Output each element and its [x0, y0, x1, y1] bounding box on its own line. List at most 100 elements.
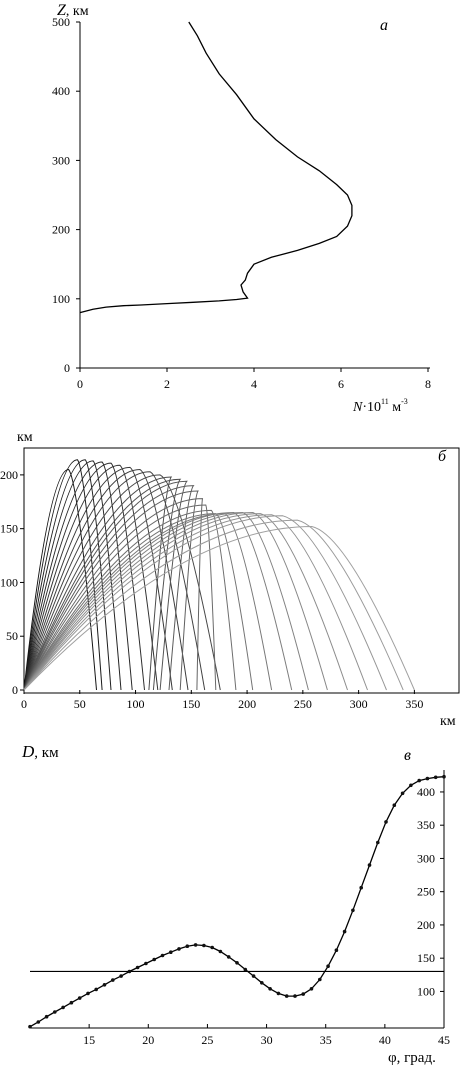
panel-c-point-50 [442, 774, 446, 779]
panel-c-point-32 [293, 994, 297, 998]
panel-c-point-15 [152, 957, 156, 962]
panel-b-ray-27 [23, 519, 404, 691]
panel-b-xtick-label-350: 350 [405, 697, 423, 711]
panel-c-point-36 [326, 964, 330, 968]
panel-b-ray-3 [23, 460, 122, 691]
panel-c-ytick-label-200: 200 [417, 918, 435, 932]
panel-c-ylabel: D, км [21, 742, 59, 761]
panel-b-ray-0 [23, 468, 97, 691]
panel-b-xtick-label-300: 300 [350, 697, 368, 711]
panel-c-point-21 [202, 943, 206, 948]
panel-b-ray-16 [23, 498, 204, 691]
panel-b-ytick-label-50: 50 [6, 629, 18, 643]
panel-a-ytick-label-100: 100 [52, 292, 70, 306]
panel-a-xlabel: N·1011 м-3 [352, 397, 408, 415]
panel-c-xtick-label-15: 15 [83, 1033, 95, 1047]
panel-c-point-26 [243, 967, 248, 972]
panel-c-xtick-label-40: 40 [379, 1033, 391, 1047]
panel-b-ray-15 [23, 490, 199, 691]
panel-b-ytick-label-0: 0 [12, 683, 18, 697]
panel-c-point-10 [111, 978, 115, 982]
panel-a-xtick-label-0: 0 [77, 377, 83, 391]
panel-c-ytick-label-100: 100 [417, 984, 435, 998]
panel-c-point-33 [301, 992, 306, 996]
panel-c-point-44 [392, 803, 397, 807]
panel-c-point-37 [334, 948, 339, 952]
panel-c-point-3 [53, 1010, 57, 1014]
panel-c-point-31 [284, 994, 289, 998]
panel-b-ray-10 [23, 474, 221, 691]
panel-b-ray-28 [23, 525, 415, 691]
panel-c-point-2 [44, 1014, 49, 1019]
panel-b-xtick-label-100: 100 [127, 697, 145, 711]
panel-b-ray-5 [23, 462, 145, 691]
panel-a-xtick-label-6: 6 [338, 377, 344, 391]
panel-c-ytick-label-300: 300 [417, 851, 435, 865]
panel-b-ray-6 [23, 464, 159, 691]
panel-c-point-6 [77, 996, 82, 1000]
panel-b-ray-19 [23, 513, 254, 691]
panel-c-point-0 [28, 1024, 32, 1029]
panel-a-ylabel: Z, км [57, 2, 89, 19]
panel-c-point-1 [36, 1020, 41, 1024]
panel-c-point-25 [235, 961, 239, 965]
panel-b-ray-1 [23, 459, 103, 691]
panel-c-point-12 [127, 969, 132, 974]
panel-c-point-40 [359, 885, 364, 890]
panel-c-point-27 [251, 974, 256, 978]
panel-b-xtick-label-50: 50 [74, 697, 86, 711]
panel-b-ray-13 [23, 480, 188, 691]
panel-c-point-39 [351, 908, 355, 913]
panel-b-xlabel: км [440, 714, 456, 729]
panel-c-point-7 [86, 991, 90, 996]
panel-c-point-29 [268, 987, 272, 991]
panel-b-ytick-label-100: 100 [0, 575, 18, 589]
panel-c-ytick-label-250: 250 [417, 885, 435, 899]
panel-b-ray-12 [23, 478, 182, 691]
panel-c-point-18 [177, 947, 181, 951]
panel-b-ray-26 [23, 515, 387, 691]
panel-c-ytick-label-150: 150 [417, 951, 435, 965]
panel-c-letter: в [404, 747, 411, 764]
panel-b-ray-7 [23, 466, 173, 691]
panel-c-point-22 [210, 945, 214, 950]
panel-c-point-35 [318, 977, 322, 982]
panel-b-ray-24 [23, 513, 348, 691]
panel-b-ray-8 [23, 468, 189, 691]
panel-c-point-34 [309, 987, 314, 991]
panel-b-ray-9 [23, 471, 206, 691]
panel-c-xtick-label-20: 20 [142, 1033, 154, 1047]
panel-b-xtick-label-0: 0 [21, 697, 27, 711]
panel-a-ytick-label-200: 200 [52, 223, 70, 237]
panel-b-ray-25 [23, 514, 368, 691]
panel-b-ytick-label-150: 150 [0, 522, 18, 536]
panel-c-range-curve [29, 776, 445, 1028]
panel-c-point-49 [433, 775, 438, 780]
panel-c-point-30 [276, 991, 281, 996]
panel-c-point-28 [260, 981, 264, 985]
panel-c-point-47 [417, 778, 422, 783]
panel-a-ytick-label-300: 300 [52, 153, 70, 167]
panel-c-point-48 [425, 776, 430, 781]
panel-b-xtick-label-250: 250 [294, 697, 312, 711]
panel-a-density-profile: 0 2 4 6 8 0 100 200 300 400 500 Z, км а N·1011 м-3 [52, 2, 431, 415]
panel-b-ray-21 [23, 511, 293, 691]
panel-b-frame [23, 447, 460, 694]
panel-c-xtick-label-30: 30 [261, 1033, 273, 1047]
panel-b-ray-23 [23, 511, 328, 691]
panel-b-ylabel: км [17, 430, 33, 445]
panel-b-ray-17 [23, 504, 217, 691]
panel-c-xtick-label-35: 35 [320, 1033, 332, 1047]
panel-b-xtick-label-150: 150 [182, 697, 200, 711]
panel-c-xtick-label-45: 45 [438, 1033, 450, 1047]
panel-c-point-19 [185, 944, 190, 948]
panel-b-letter: б [438, 448, 447, 465]
panel-c-ytick-label-350: 350 [417, 818, 435, 832]
panel-c-point-42 [376, 840, 380, 845]
panel-c-point-38 [342, 929, 347, 934]
panel-c-point-45 [400, 791, 405, 796]
panel-a-ytick-label-0: 0 [64, 361, 70, 375]
panel-b-ray-18 [23, 509, 237, 691]
